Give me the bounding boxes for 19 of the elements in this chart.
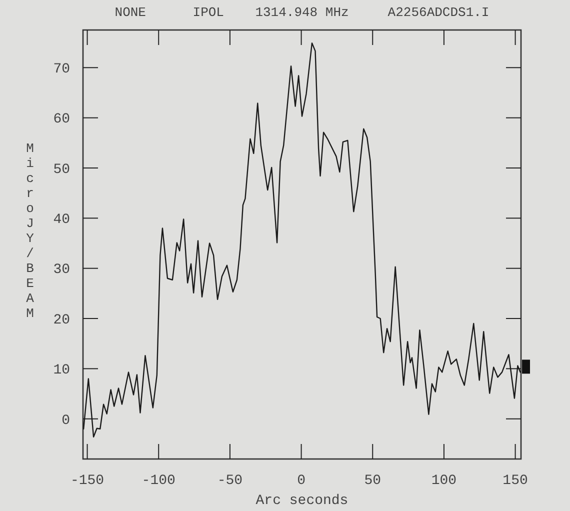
y-tick-label: 20 [53,312,70,328]
y-tick-label: 10 [53,362,70,379]
y-tick-label: 40 [53,212,70,228]
y-tick-label: 30 [53,262,70,278]
x-tick-label: 0 [297,473,306,489]
x-tick-label: -50 [217,473,243,489]
x-axis-title: Arc seconds [256,493,348,509]
x-tick-label: -150 [70,473,104,489]
line-series [82,42,521,438]
x-tick-label: 50 [364,473,382,489]
x-tick-label: -100 [142,473,176,489]
y-tick-label: 70 [53,62,70,78]
y-tick-label: 0 [62,412,70,429]
x-tick-label: 150 [502,473,528,489]
x-tick-label: 100 [431,473,457,489]
y-tick-label: 60 [53,112,70,128]
text: MicroJY/BEAM [26,141,34,321]
chart-title: NONE IPOL 1314.948 MHz A2256ADCDS1.I [114,5,490,20]
y-tick-label: 50 [53,162,70,178]
